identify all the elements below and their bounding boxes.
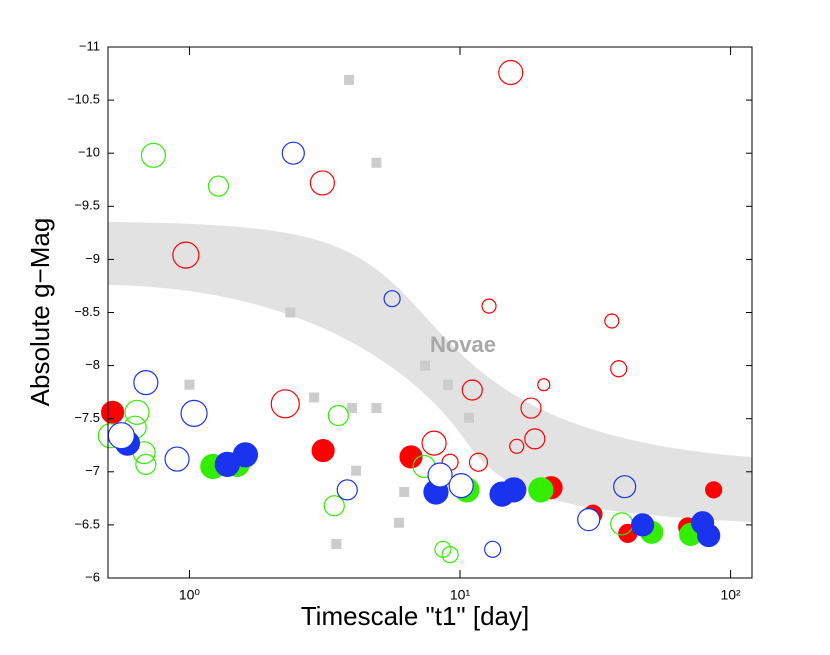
y-tick-label: −7 [85,463,100,478]
filled-point [528,477,554,503]
open-point [468,452,489,472]
filled-point [705,481,723,499]
open-point [135,453,157,475]
open-point [537,378,551,392]
filled-point [107,422,135,450]
filled-point [101,400,125,424]
open-point [484,540,502,558]
square-point [420,360,431,371]
filled-point [399,445,423,469]
y-tick-label: −6.5 [74,516,100,531]
open-point [327,404,349,427]
open-point [604,313,620,329]
square-point [351,465,362,476]
y-tick-label: −7.5 [74,410,100,425]
marks [97,59,723,564]
open-point [207,175,230,197]
x-tick-label: 10¹ [450,587,471,603]
filled-point [577,507,601,532]
x-tick-label: 10² [720,587,741,603]
square-point [399,486,410,497]
square-point [309,392,320,403]
filled-point [448,473,474,499]
y-tick-label: −11 [79,38,100,53]
y-axis-label: Absolute g−Mag [25,218,55,407]
open-point [309,170,335,196]
square-point [331,539,342,550]
novae-band [108,222,752,522]
x-axis-label: Timescale "t1" [day] [301,601,529,631]
square-point [394,517,405,528]
open-point [140,142,167,168]
open-point [323,495,345,517]
open-point [613,475,637,499]
open-point [441,546,459,564]
x-tick-label: 10⁰ [179,587,201,603]
open-point [498,59,524,86]
y-tick-label: −10 [78,145,100,160]
filled-point [501,477,527,503]
filled-point [427,462,453,488]
square-point [371,403,382,414]
y-tick-label: −9.5 [74,198,100,213]
y-tick-label: −6 [85,569,100,584]
open-point [481,298,497,314]
open-point [461,379,483,401]
y-tick-label: −8.5 [74,304,100,319]
square-point [285,307,296,318]
square-point [347,403,358,414]
open-point [133,369,159,396]
annotation: Novae [430,332,496,357]
filled-point [631,513,655,537]
open-point [180,399,208,427]
open-point [610,360,628,378]
square-point [344,74,355,85]
open-point [524,428,546,450]
y-tick-label: −10.5 [67,92,100,107]
filled-point [232,442,259,468]
square-point [371,157,382,168]
open-point [520,397,542,419]
y-tick-label: −8 [85,357,100,372]
square-point [184,379,195,390]
filled-point [697,523,721,548]
open-point [336,479,358,501]
open-point [421,430,447,456]
square-point [443,379,454,390]
y-tick-label: −9 [85,251,100,266]
open-point [270,389,300,419]
filled-point [311,438,335,463]
open-point [383,290,401,308]
open-point [509,438,525,454]
open-point [281,141,305,165]
open-point [164,446,190,472]
open-point [172,241,200,269]
square-point [464,412,475,423]
open-point [124,399,150,425]
